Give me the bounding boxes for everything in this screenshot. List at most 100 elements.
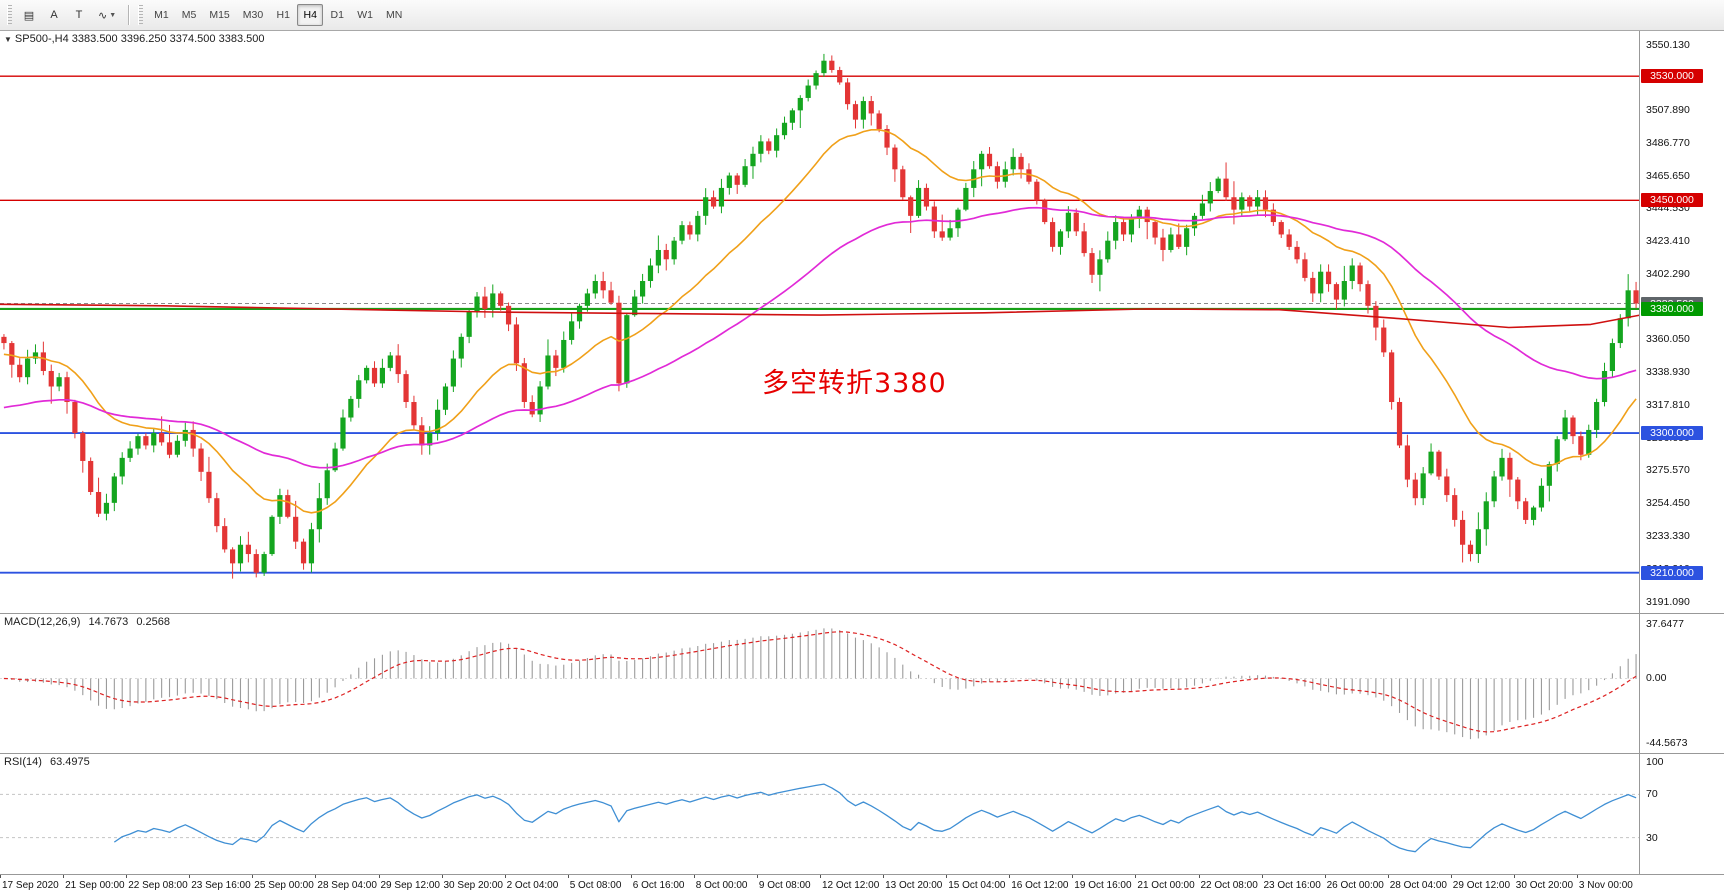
candle-body [9, 343, 15, 365]
candle-body [458, 336, 464, 359]
candle-body [490, 293, 496, 309]
candle-body [1491, 476, 1497, 502]
time-axis-tick [1576, 875, 1578, 878]
timeframe-button-m15[interactable]: M15 [209, 9, 230, 21]
candle-body [553, 355, 559, 368]
candle-body [1160, 237, 1166, 250]
candle-body [300, 541, 307, 564]
time-axis-label: 2 Oct 04:00 [506, 880, 559, 891]
indicator-zigzag-tool-button[interactable]: ∿ ▼ [92, 4, 122, 26]
timeframe-button-d1[interactable]: D1 [330, 9, 344, 21]
macd-panel: MACD(12,26,9) 14.7673 0.2568 37.6477 0.00… [0, 614, 1724, 754]
time-axis-label: 8 Oct 00:00 [695, 880, 748, 891]
timeframe-button-h1[interactable]: H1 [276, 9, 290, 21]
toolbar-grip-2[interactable] [138, 5, 144, 25]
time-axis-label: 9 Oct 08:00 [758, 880, 811, 891]
time-axis-label: 29 Sep 12:00 [380, 880, 441, 891]
candle-body [1120, 222, 1127, 235]
candle-body [198, 448, 204, 472]
candle-body [1018, 156, 1024, 170]
candle-body [569, 321, 575, 340]
time-axis-label: 30 Oct 20:00 [1515, 880, 1574, 891]
macd-axis[interactable]: 37.6477 0.00 -44.5673 [1640, 614, 1724, 753]
candle-body [1633, 290, 1639, 304]
candle-body [671, 240, 677, 260]
candle-body [442, 386, 449, 410]
macd-main-value: 14.7673 [88, 616, 129, 628]
candle-body [1530, 507, 1537, 520]
price-axis-tick: 3423.410 [1646, 235, 1690, 248]
rsi-header: RSI(14) 63.4975 [4, 756, 90, 768]
candle-body [1578, 436, 1584, 455]
candle-body [222, 526, 228, 550]
ma-slow-magenta [3, 206, 1637, 469]
candle-body [127, 448, 133, 458]
price-badge-3300: 3300.000 [1641, 426, 1703, 441]
candle-body [679, 225, 685, 241]
rsi-axis[interactable]: 100 70 30 [1640, 754, 1724, 874]
timeframe-button-w1[interactable]: W1 [357, 9, 373, 21]
toolbar-grip[interactable] [7, 5, 12, 25]
text-label-tool-button[interactable]: T [67, 4, 91, 26]
rsi-plot[interactable] [0, 754, 1640, 874]
time-axis-label: 16 Oct 12:00 [1011, 880, 1069, 891]
candle-body [1199, 203, 1206, 216]
cursor-a-tool-button[interactable]: A [42, 4, 66, 26]
candle-body [1467, 544, 1474, 555]
candle-body [324, 470, 330, 499]
candle-body [371, 367, 378, 384]
macd-label: MACD(12,26,9) [4, 616, 81, 628]
candle-body [513, 324, 520, 364]
candle-body [24, 358, 31, 378]
time-axis[interactable]: 17 Sep 2020 21 Sep 00:00 22 Sep 08:00 23 Se… [0, 875, 1724, 895]
candle-body [1105, 240, 1111, 260]
candle-body [1538, 485, 1545, 508]
candle-body [80, 433, 86, 461]
price-axis-separator [1639, 31, 1640, 613]
timeframe-button-mn[interactable]: MN [385, 9, 403, 21]
candle-body [726, 175, 732, 188]
macd-axis-tick: -44.5673 [1646, 737, 1688, 749]
candle-body [1081, 231, 1087, 254]
candle-body [1365, 284, 1371, 306]
chart-annotation-text[interactable]: 多空转折3380 [762, 368, 947, 399]
candle-body [261, 554, 267, 573]
candle-body [1286, 234, 1292, 247]
timeframe-button-m1[interactable]: M1 [154, 9, 169, 21]
candle-body [852, 104, 859, 120]
candle-body [805, 85, 811, 98]
candle-body [979, 153, 985, 170]
symbol-dropdown-icon[interactable]: ▼ [4, 35, 12, 44]
timeframe-button-m30[interactable]: M30 [242, 9, 264, 21]
time-axis-tick [315, 875, 317, 878]
candle-body [1499, 457, 1505, 477]
candle-body [616, 302, 622, 384]
time-axis-label: 23 Oct 16:00 [1263, 880, 1321, 891]
candle-body [774, 135, 780, 151]
candle-body [1325, 271, 1332, 285]
price-axis[interactable]: 3550.1303529.0103507.8903486.7703465.650… [1640, 31, 1724, 613]
candle-body [293, 516, 299, 542]
macd-signal-line [3, 631, 1637, 733]
candle-body [1507, 457, 1513, 480]
candle-body [166, 442, 173, 455]
candle-body [1546, 464, 1552, 486]
rsi-label: RSI(14) [4, 756, 42, 768]
candle-body [1152, 222, 1158, 238]
candle-body [482, 296, 488, 309]
candle-body [1341, 281, 1347, 300]
candle-body [364, 367, 370, 381]
candle-body [1523, 501, 1529, 520]
toolbar: ▤ A T ∿ ▼ M1 M5 M15 M30 H1 H4 D1 W1 MN [0, 0, 1724, 31]
macd-plot[interactable] [0, 614, 1640, 753]
price-plot[interactable] [0, 31, 1640, 613]
chart-mode-button[interactable]: ▤ [17, 4, 41, 26]
time-axis-tick [1261, 875, 1263, 878]
macd-header: MACD(12,26,9) 14.7673 0.2568 [4, 616, 170, 628]
ma-long-red [0, 303, 1640, 329]
candle-body [1318, 271, 1324, 294]
timeframe-button-h4[interactable]: H4 [297, 4, 324, 26]
candle-body [955, 209, 961, 229]
time-axis-label: 28 Sep 04:00 [317, 880, 377, 891]
timeframe-button-m5[interactable]: M5 [181, 9, 197, 21]
